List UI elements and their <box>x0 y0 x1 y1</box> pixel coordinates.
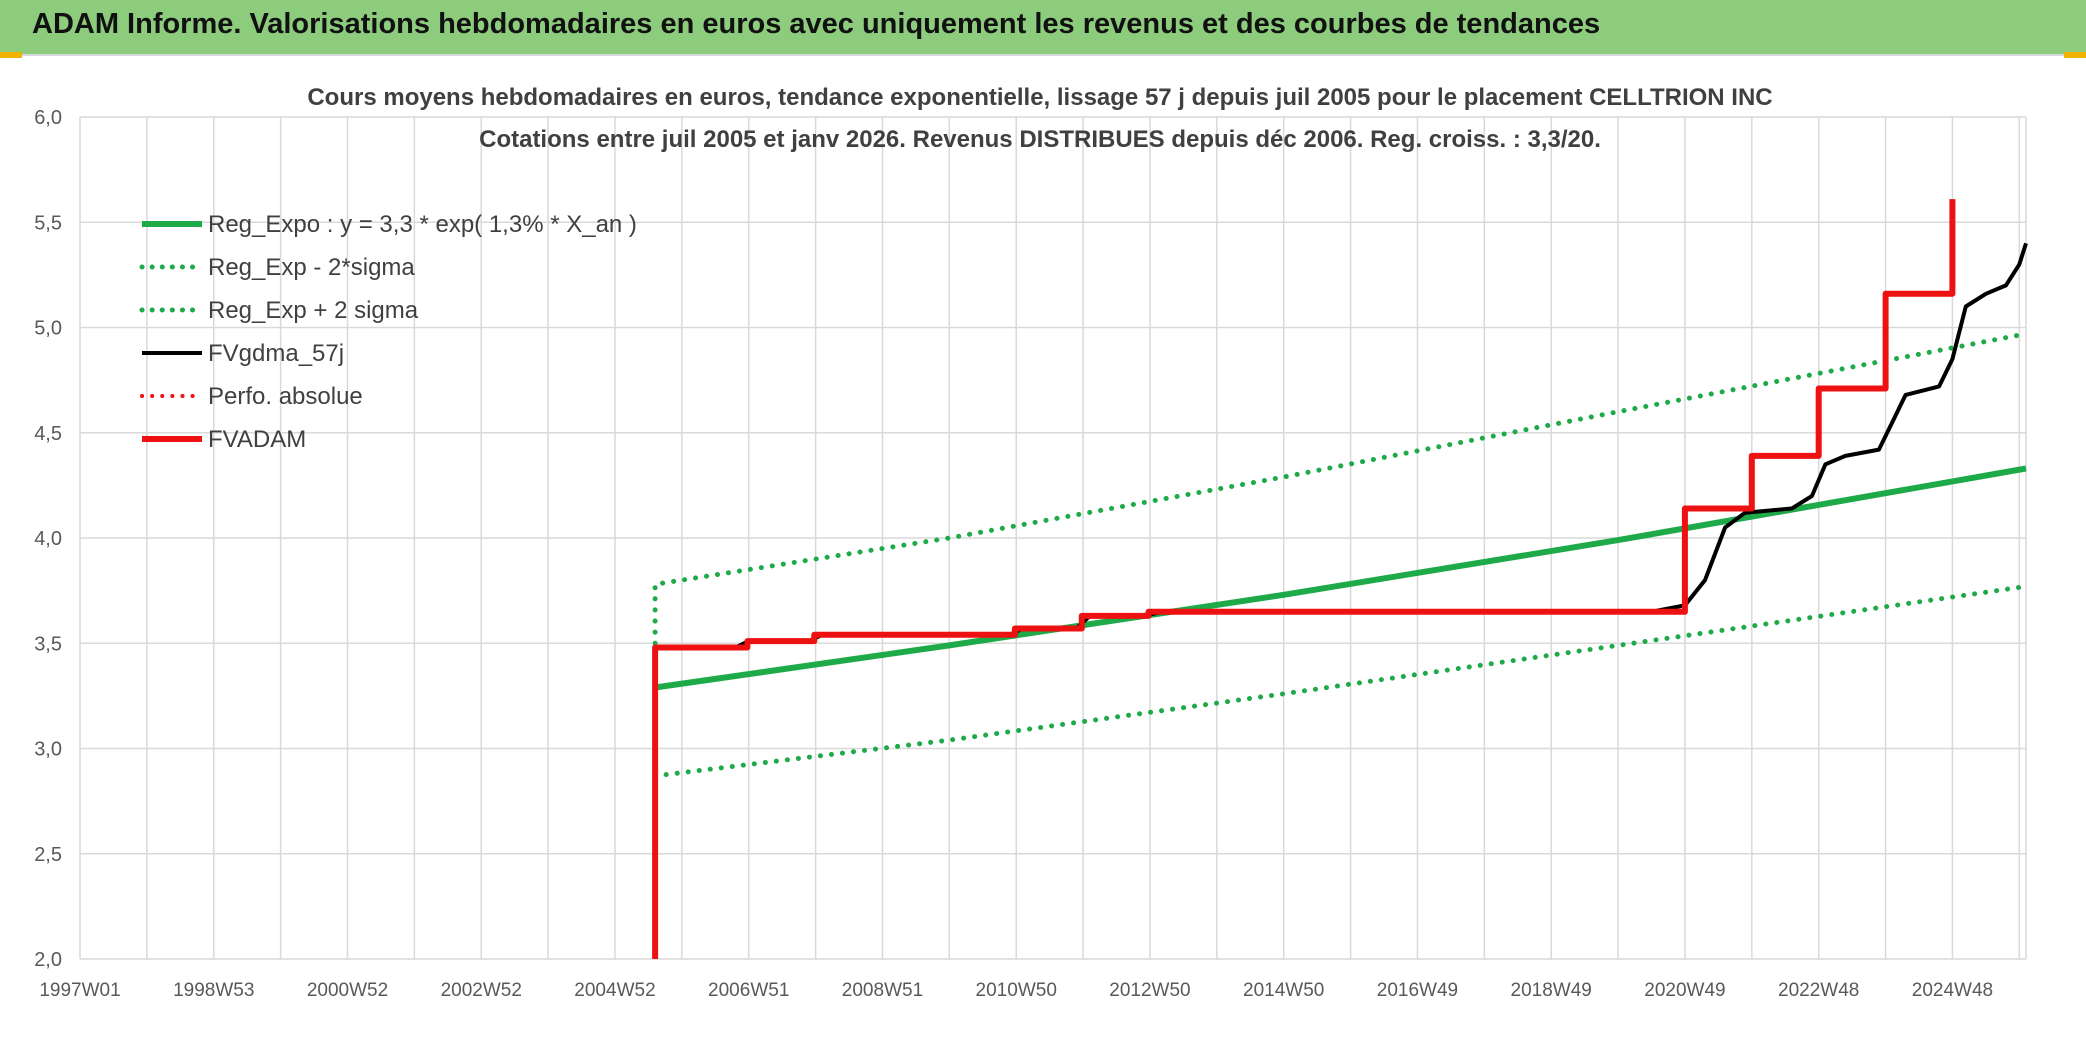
report-title: ADAM Informe. Valorisations hebdomadaire… <box>32 8 1601 40</box>
y-tick-label: 3,0 <box>34 739 62 761</box>
x-tick-label: 2002W52 <box>441 980 522 1001</box>
legend-label: Reg_Expo : y = 3,3 * exp( 1,3% * X_an ) <box>208 211 637 238</box>
legend-label: FVADAM <box>208 426 306 453</box>
chart-svg: 2,0 2,5 3,0 3,5 4,0 4,5 5,0 5,5 6,0 1997W01 1998W5… <box>34 84 2029 1001</box>
y-tick-label: 5,5 <box>34 212 62 234</box>
y-tick-label: 2,0 <box>34 949 62 971</box>
chart-title-line1: Cours moyens hebdomadaires en euros, ten… <box>307 84 1772 111</box>
chart-frame: 2,0 2,5 3,0 3,5 4,0 4,5 5,0 5,5 6,0 1997W01 1998W5… <box>0 58 2086 1037</box>
chart-title-line2: Cotations entre juil 2005 et janv 2026. … <box>479 126 1601 153</box>
series-line-5 <box>652 199 1956 959</box>
x-tick-label: 2000W52 <box>307 980 388 1001</box>
legend-label: Reg_Exp + 2 sigma <box>208 297 419 324</box>
legend-label: FVgdma_57j <box>208 340 344 367</box>
x-tick-label: 2006W51 <box>708 980 789 1001</box>
x-tick-label: 2018W49 <box>1511 980 1592 1001</box>
x-tick-label: 2024W48 <box>1912 980 1993 1001</box>
x-tick-label: 2014W50 <box>1243 980 1324 1001</box>
x-tick-label: 2004W52 <box>574 980 655 1001</box>
y-tick-label: 4,5 <box>34 423 62 445</box>
chart-legend: Reg_Expo : y = 3,3 * exp( 1,3% * X_an ) R… <box>139 211 637 453</box>
y-tick-label: 3,5 <box>34 633 62 655</box>
y-tick-label: 2,5 <box>34 844 62 866</box>
report-banner: ADAM Informe. Valorisations hebdomadaire… <box>0 0 2086 56</box>
x-tick-label: 2016W49 <box>1377 980 1458 1001</box>
legend-label: Perfo. absolue <box>208 383 363 410</box>
series-line-1 <box>652 583 2029 779</box>
x-tick-label: 2020W49 <box>1644 980 1725 1001</box>
y-tick-label: 6,0 <box>34 107 62 129</box>
x-tick-label: 2012W50 <box>1109 980 1190 1001</box>
x-tick-label: 2010W50 <box>976 980 1057 1001</box>
y-tick-label: 4,0 <box>34 528 62 550</box>
x-tick-label: 2022W48 <box>1778 980 1859 1001</box>
series-layer <box>652 199 2029 959</box>
banner-corner-right <box>2064 52 2086 58</box>
y-tick-label: 5,0 <box>34 318 62 340</box>
series-line-0 <box>654 465 2027 691</box>
x-tick-label: 2008W51 <box>842 980 923 1001</box>
axis-tick-labels: 2,0 2,5 3,0 3,5 4,0 4,5 5,0 5,5 6,0 1997W01 1998W5… <box>34 107 1993 1001</box>
banner-corner-left <box>0 52 22 58</box>
legend-label: Reg_Exp - 2*sigma <box>208 254 415 281</box>
x-tick-label: 1997W01 <box>39 980 120 1001</box>
chart-grid <box>79 116 2027 960</box>
x-tick-label: 1998W53 <box>173 980 254 1001</box>
series-line-2 <box>652 331 2029 646</box>
